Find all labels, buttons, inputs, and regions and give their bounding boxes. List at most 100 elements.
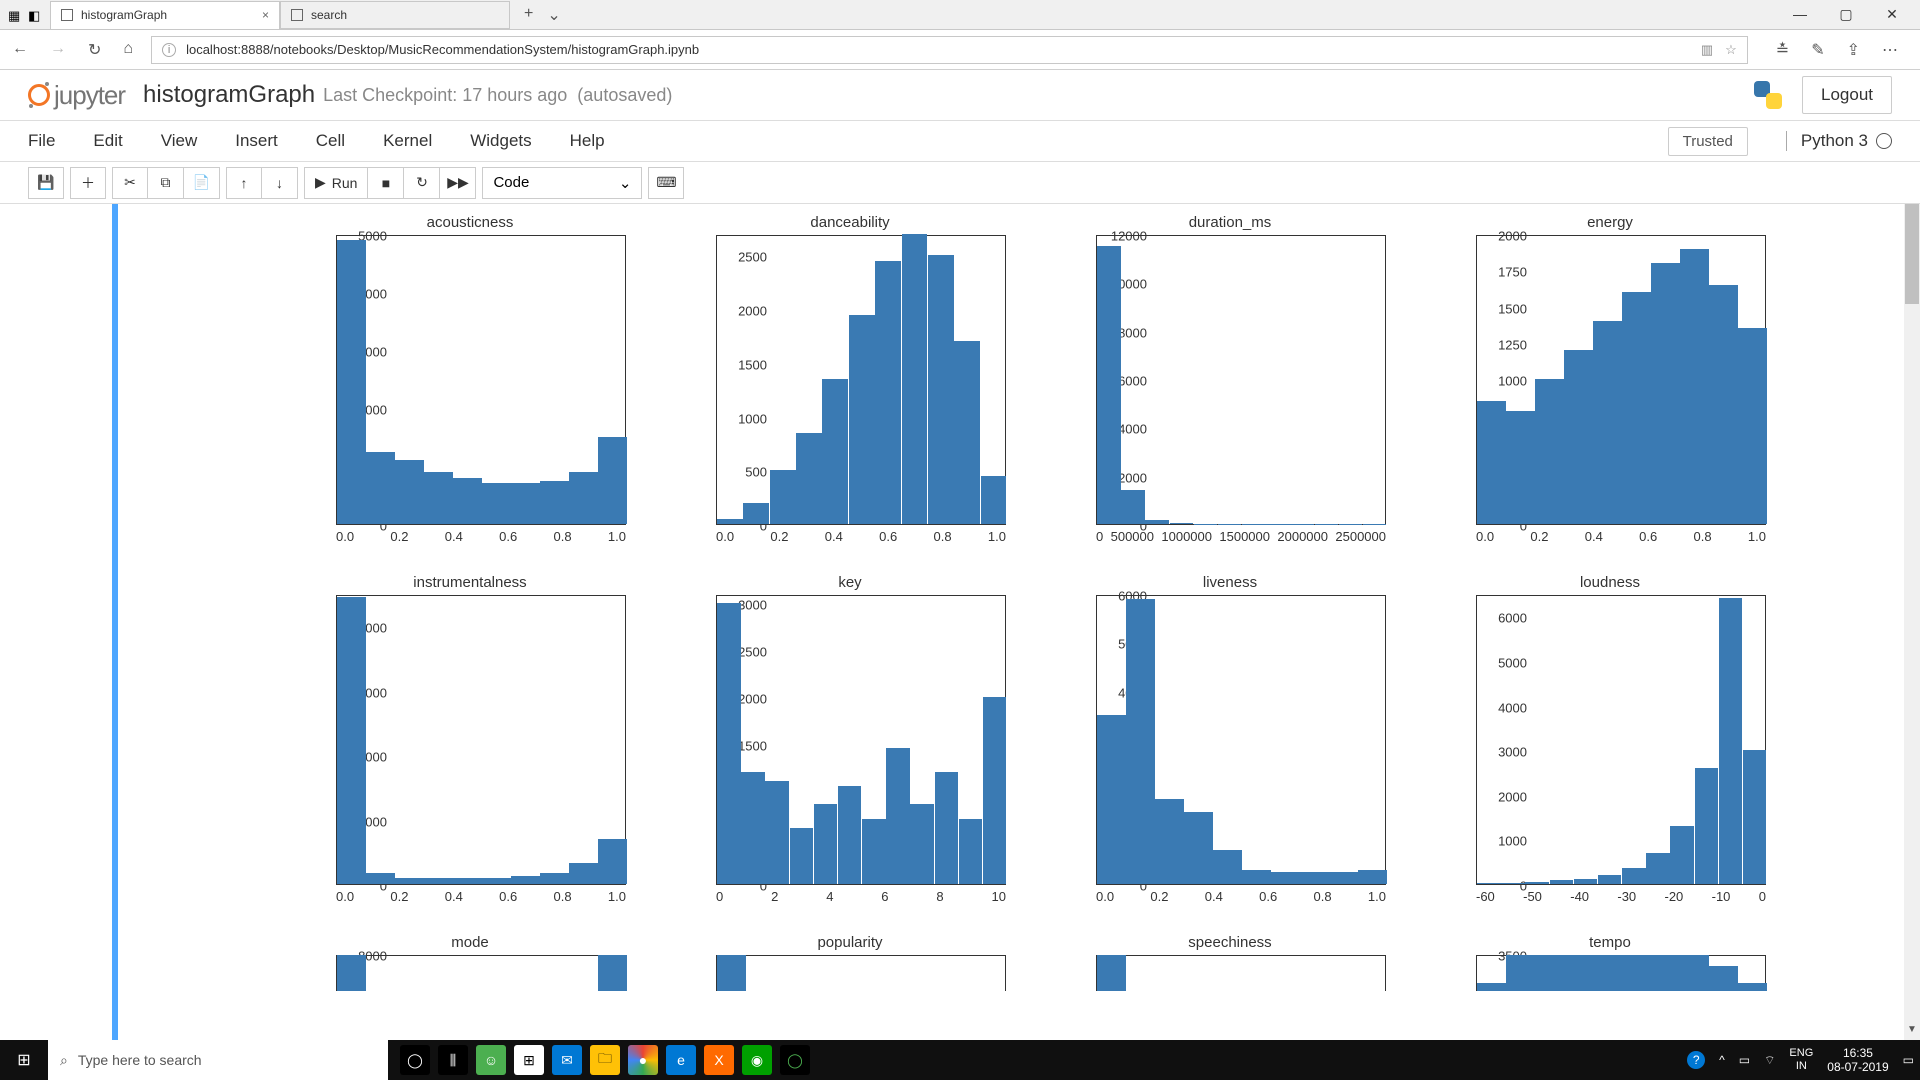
- maximize-button[interactable]: ▢: [1826, 6, 1866, 23]
- notes-icon[interactable]: ✎: [1811, 40, 1824, 60]
- tab-overflow-icon[interactable]: ⌄: [547, 5, 560, 25]
- taskbar-app-icon[interactable]: ◉: [742, 1045, 772, 1075]
- plot-area: 05001000150020002500: [716, 235, 1006, 525]
- python-logo-icon: [1752, 79, 1784, 111]
- histogram-bar: [1651, 955, 1680, 991]
- menu-kernel[interactable]: Kernel: [383, 131, 432, 151]
- taskbar-app-icon[interactable]: ☺: [476, 1045, 506, 1075]
- tray-chevron-icon[interactable]: ^: [1719, 1053, 1725, 1067]
- menu-insert[interactable]: Insert: [235, 131, 278, 151]
- language-indicator[interactable]: ENG IN: [1789, 1047, 1813, 1073]
- notifications-icon[interactable]: ▭: [1903, 1053, 1914, 1067]
- menu-help[interactable]: Help: [570, 131, 605, 151]
- reading-view-icon[interactable]: ▥: [1701, 42, 1713, 58]
- histogram-bar: [1651, 263, 1680, 524]
- share-icon[interactable]: ⇪: [1847, 40, 1860, 60]
- histogram-bar: [337, 240, 366, 524]
- ext-icon[interactable]: ▦: [8, 8, 22, 22]
- plot-area: 02000400060008000: [336, 595, 626, 885]
- header-right: Logout: [1752, 76, 1892, 114]
- browser-tab-active[interactable]: histogramGraph ×: [50, 1, 280, 29]
- favorites-icon[interactable]: ☆: [1725, 42, 1737, 58]
- restart-button[interactable]: ↻: [404, 167, 440, 199]
- close-button[interactable]: ✕: [1872, 6, 1912, 23]
- tray-help-icon[interactable]: ?: [1687, 1051, 1705, 1069]
- histogram-bar: [1097, 955, 1126, 991]
- chart-title: key: [660, 574, 1040, 595]
- histogram-bar: [1709, 285, 1738, 524]
- menu-view[interactable]: View: [161, 131, 198, 151]
- plot-area: 0100020003000400050006000: [1096, 595, 1386, 885]
- histogram-bar: [395, 460, 424, 524]
- save-button[interactable]: 💾: [28, 167, 64, 199]
- histogram-danceability: danceability050010001500200025000.00.20.…: [660, 214, 1040, 544]
- copy-button[interactable]: ⧉: [148, 167, 184, 199]
- notebook-title[interactable]: histogramGraph: [143, 81, 315, 109]
- back-button[interactable]: ←: [12, 40, 28, 60]
- tray-wifi-icon[interactable]: ⌔: [1764, 1053, 1775, 1068]
- tray-battery-icon[interactable]: ▭: [1739, 1053, 1750, 1067]
- histogram-bar: [959, 819, 983, 884]
- forward-button[interactable]: →: [50, 40, 66, 60]
- taskbar-app-icon[interactable]: ◯: [400, 1045, 430, 1075]
- stop-button[interactable]: ■: [368, 167, 404, 199]
- menu-cell[interactable]: Cell: [316, 131, 345, 151]
- menu-file[interactable]: File: [28, 131, 55, 151]
- new-tab-button[interactable]: +: [524, 5, 533, 25]
- menu-edit[interactable]: Edit: [93, 131, 122, 151]
- more-icon[interactable]: ⋯: [1882, 40, 1898, 60]
- run-button[interactable]: ▶ Run: [304, 167, 368, 199]
- cut-button[interactable]: ✂: [112, 167, 148, 199]
- plot-area: 010002000300040005000: [336, 235, 626, 525]
- kernel-indicator[interactable]: Python 3: [1786, 131, 1892, 151]
- browser-tab-inactive[interactable]: search: [280, 1, 510, 29]
- home-button[interactable]: ⌂: [123, 40, 133, 60]
- jupyter-logo[interactable]: jupyter: [28, 80, 125, 111]
- taskbar-app-icon[interactable]: ✉: [552, 1045, 582, 1075]
- kernel-name-text: Python 3: [1801, 131, 1868, 151]
- taskbar-app-icon[interactable]: 🗀: [590, 1045, 620, 1075]
- histogram-bar: [1506, 955, 1535, 991]
- move-up-button[interactable]: ↑: [226, 167, 262, 199]
- histogram-bar: [983, 697, 1007, 884]
- site-info-icon[interactable]: i: [162, 43, 176, 57]
- histogram-bar: [1535, 379, 1564, 524]
- taskbar-app-icon[interactable]: ⫼: [438, 1045, 468, 1075]
- histogram-bar: [453, 878, 482, 884]
- histogram-bar: [511, 483, 540, 524]
- refresh-button[interactable]: ↻: [88, 40, 101, 60]
- taskbar-app-icon[interactable]: ⊞: [514, 1045, 544, 1075]
- scroll-down-arrow[interactable]: ▼: [1904, 1024, 1920, 1040]
- histogram-bar: [1574, 879, 1598, 884]
- histogram-bar: [1622, 955, 1651, 991]
- menu-widgets[interactable]: Widgets: [470, 131, 531, 151]
- restart-run-button[interactable]: ▶▶: [440, 167, 476, 199]
- command-palette-button[interactable]: ⌨: [648, 167, 684, 199]
- paste-button[interactable]: 📄: [184, 167, 220, 199]
- move-down-button[interactable]: ↓: [262, 167, 298, 199]
- logout-button[interactable]: Logout: [1802, 76, 1892, 114]
- plot-area: 020004000600080001000012000: [1096, 235, 1386, 525]
- cell-type-select[interactable]: Code ⌄: [482, 167, 642, 199]
- url-input[interactable]: i localhost:8888/notebooks/Desktop/Music…: [151, 36, 1748, 64]
- minimize-button[interactable]: —: [1780, 6, 1820, 23]
- scrollbar-thumb[interactable]: [1905, 204, 1919, 304]
- plot-area: 3500: [1476, 955, 1766, 991]
- trusted-indicator[interactable]: Trusted: [1668, 127, 1748, 156]
- histogram-bar: [1300, 872, 1329, 884]
- taskbar-app-icon[interactable]: ●: [628, 1045, 658, 1075]
- taskbar-app-icon[interactable]: e: [666, 1045, 696, 1075]
- taskbar-app-icon[interactable]: ◯: [780, 1045, 810, 1075]
- add-cell-button[interactable]: ＋: [70, 167, 106, 199]
- taskbar-app-icon[interactable]: X: [704, 1045, 734, 1075]
- clock[interactable]: 16:35 08-07-2019: [1827, 1046, 1888, 1075]
- start-button[interactable]: ⊞: [0, 1050, 48, 1070]
- tab-close-icon[interactable]: ×: [262, 8, 269, 22]
- plot-area: 025050075010001250150017502000: [1476, 235, 1766, 525]
- histogram-bar: [1550, 880, 1574, 884]
- taskbar-search-input[interactable]: ⌕ Type here to search: [48, 1040, 388, 1080]
- fav-bar-icon[interactable]: ≛: [1776, 40, 1789, 60]
- histogram-bar: [337, 597, 366, 884]
- vertical-scrollbar[interactable]: ▲ ▼: [1904, 204, 1920, 1040]
- ext-icon-b[interactable]: ◧: [28, 8, 42, 22]
